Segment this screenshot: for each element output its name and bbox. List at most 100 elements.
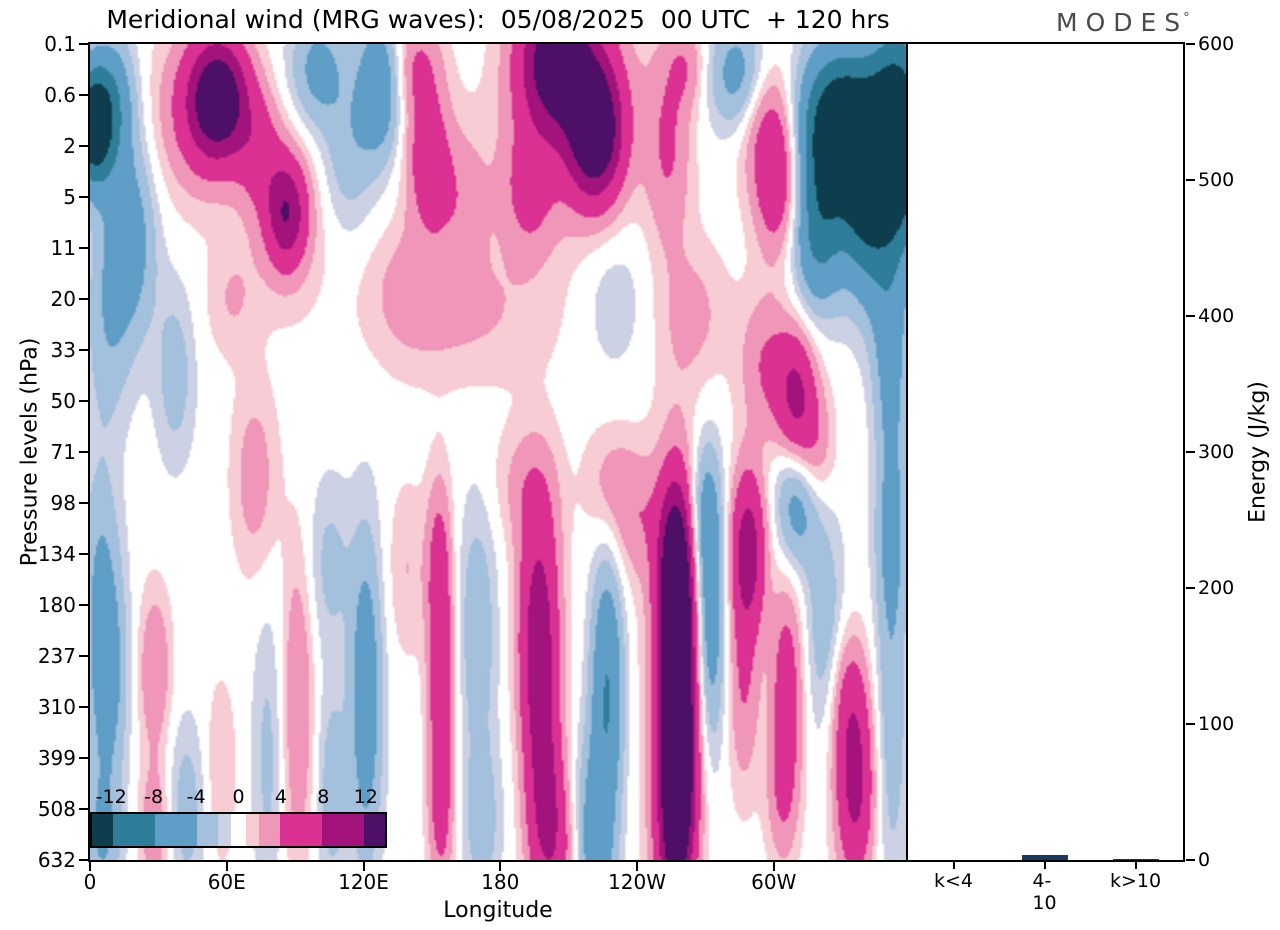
y-tick-mark (79, 757, 88, 759)
category-tick-mark (952, 862, 955, 869)
y-tick-mark (79, 247, 88, 249)
colorbar-tick-labels: -12 -8 -4 0 4 8 12 (90, 786, 387, 810)
modes-logo-degree-icon: ° (1183, 10, 1190, 26)
x-tick-label: 0 (83, 870, 97, 894)
category-label: k<4 (933, 870, 974, 892)
colorbar-tick-label: 8 (317, 786, 330, 808)
energy-tick-label: 400 (1198, 305, 1235, 327)
x-tick-mark (225, 862, 228, 871)
x-tick-mark (499, 862, 502, 871)
colorbar-tick-label: 0 (232, 786, 245, 808)
y-tick-label: 2 (63, 134, 76, 158)
energy-tick-mark (1186, 587, 1195, 589)
y-tick-label: 508 (37, 797, 76, 821)
colorbar-segment (112, 814, 155, 846)
y-tick-label: 134 (37, 542, 76, 566)
y-tick-label: 5 (63, 185, 76, 209)
colorbar-tick-label: -8 (144, 786, 164, 808)
colorbar-segment (217, 814, 231, 846)
energy-bar (1021, 855, 1068, 860)
y-tick-label: 180 (37, 593, 76, 617)
colorbar-segment (196, 814, 218, 846)
y-tick-label: 0.1 (44, 32, 76, 56)
y-tick-label: 71 (50, 440, 76, 464)
energy-tick-label: 100 (1198, 713, 1235, 735)
category-label: k>10 (1109, 870, 1162, 892)
y-tick-label: 0.6 (44, 83, 76, 107)
colorbar-segment (322, 814, 364, 846)
y-tick-label: 310 (37, 695, 76, 719)
x-tick-label: 180 (481, 870, 520, 894)
y-tick-mark (79, 298, 88, 300)
x-tick-mark (89, 862, 91, 871)
y-tick-mark (79, 706, 88, 708)
right-axis-title: Energy (J/kg) (1245, 381, 1271, 523)
y-tick-mark (79, 94, 88, 96)
y-tick-mark (79, 553, 88, 555)
modes-logo: MODES° (1056, 8, 1190, 37)
energy-tick-label: 200 (1198, 577, 1235, 599)
y-tick-mark (79, 43, 88, 45)
y-tick-label: 98 (50, 491, 76, 515)
y-tick-label: 399 (37, 746, 76, 770)
y-tick-mark (79, 400, 88, 402)
y-tick-mark (79, 145, 88, 147)
y-tick-label: 50 (50, 389, 76, 413)
colorbar-segment (246, 814, 260, 846)
colorbar-tick-label: -4 (186, 786, 206, 808)
y-tick-label: 11 (50, 236, 76, 260)
x-tick-label: 60E (207, 870, 246, 894)
y-tick-mark (79, 604, 88, 606)
figure-title: Meridional wind (MRG waves): 05/08/2025 … (106, 5, 890, 34)
y-tick-label: 20 (50, 287, 76, 311)
colorbar-segment (92, 814, 113, 846)
colorbar-segment (154, 814, 197, 846)
energy-tick-mark (1186, 43, 1195, 45)
energy-tick-mark (1186, 179, 1195, 181)
colorbar-segment (280, 814, 323, 846)
y-tick-mark (79, 859, 88, 861)
colorbar-tick-label: 4 (274, 786, 287, 808)
modes-logo-text: MODES (1056, 8, 1189, 37)
contour-plot-area: -12 -8 -4 0 4 8 12 (88, 42, 908, 862)
y-tick-mark (79, 808, 88, 810)
energy-tick-label: 300 (1198, 441, 1235, 463)
colorbar-segment (363, 814, 385, 846)
y-tick-label: 33 (50, 338, 76, 362)
x-tick-label: 120E (338, 870, 389, 894)
y-tick-label: 632 (37, 848, 76, 872)
category-tick-mark (1134, 862, 1137, 869)
energy-tick-label: 500 (1198, 169, 1235, 191)
x-tick-label: 60W (751, 870, 797, 894)
colorbar-tick-label: -12 (95, 786, 127, 808)
energy-bars (908, 44, 1183, 860)
colorbar-segment (230, 814, 247, 846)
energy-tick-mark (1186, 315, 1195, 317)
y-tick-label: 237 (37, 644, 76, 668)
energy-tick-mark (1186, 451, 1195, 453)
colorbar-tick-label: 12 (353, 786, 378, 808)
x-tick-mark (772, 862, 775, 871)
y-tick-mark (79, 502, 88, 504)
y-tick-mark (79, 451, 88, 453)
x-tick-mark (636, 862, 639, 871)
category-label: 4-10 (1032, 870, 1057, 914)
colorbar-swatches (90, 812, 387, 848)
category-tick-mark (1043, 862, 1046, 869)
colorbar-segment (259, 814, 281, 846)
energy-tick-mark (1186, 723, 1195, 725)
x-tick-mark (362, 862, 365, 871)
y-tick-mark (79, 196, 88, 198)
x-axis-title: Longitude (443, 898, 553, 923)
x-tick-label: 120W (608, 870, 667, 894)
energy-tick-label: 600 (1198, 33, 1235, 55)
colorbar: -12 -8 -4 0 4 8 12 (90, 786, 387, 848)
y-tick-mark (79, 655, 88, 657)
y-tick-mark (79, 349, 88, 351)
contour-field-canvas (90, 44, 906, 860)
energy-tick-mark (1186, 859, 1195, 861)
energy-panel (906, 42, 1185, 862)
energy-bar (1112, 859, 1159, 860)
energy-tick-label: 0 (1198, 849, 1211, 871)
